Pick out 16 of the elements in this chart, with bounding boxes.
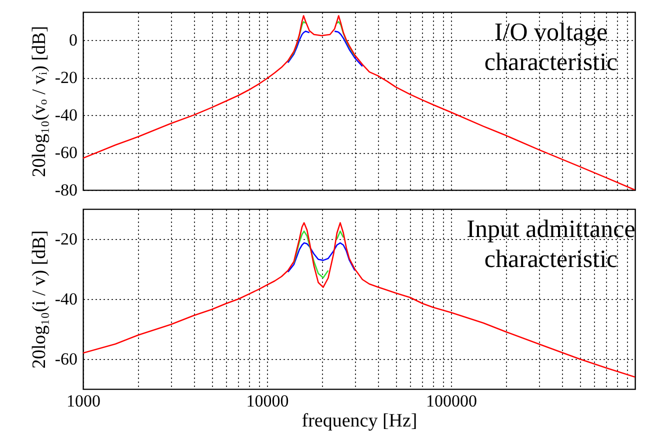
y-tick-label: -60 <box>54 350 78 368</box>
y-tick-label: 0 <box>69 30 78 50</box>
y-tick-label: -60 <box>54 143 78 162</box>
x-axis-title: frequency [Hz] <box>302 410 418 432</box>
x-tick-label: 10000 <box>246 392 289 410</box>
y-tick-label: -80 <box>54 180 78 200</box>
y-axis-title: 20log₁₀(vₒ / vᵢ) [dB] <box>28 26 50 178</box>
annotation: I/O voltage characteristic <box>484 19 618 76</box>
annotation: Input admittance characteristic <box>466 216 636 273</box>
x-tick-label: 100000 <box>426 392 477 410</box>
y-axis-title: 20log₁₀(i / v) [dB] <box>28 230 50 369</box>
x-tick-label: 1000 <box>66 392 100 410</box>
y-tick-label: -20 <box>54 68 78 88</box>
y-tick-label: -40 <box>54 290 78 308</box>
y-tick-label: -40 <box>54 106 78 125</box>
y-tick-label: -20 <box>54 230 78 248</box>
